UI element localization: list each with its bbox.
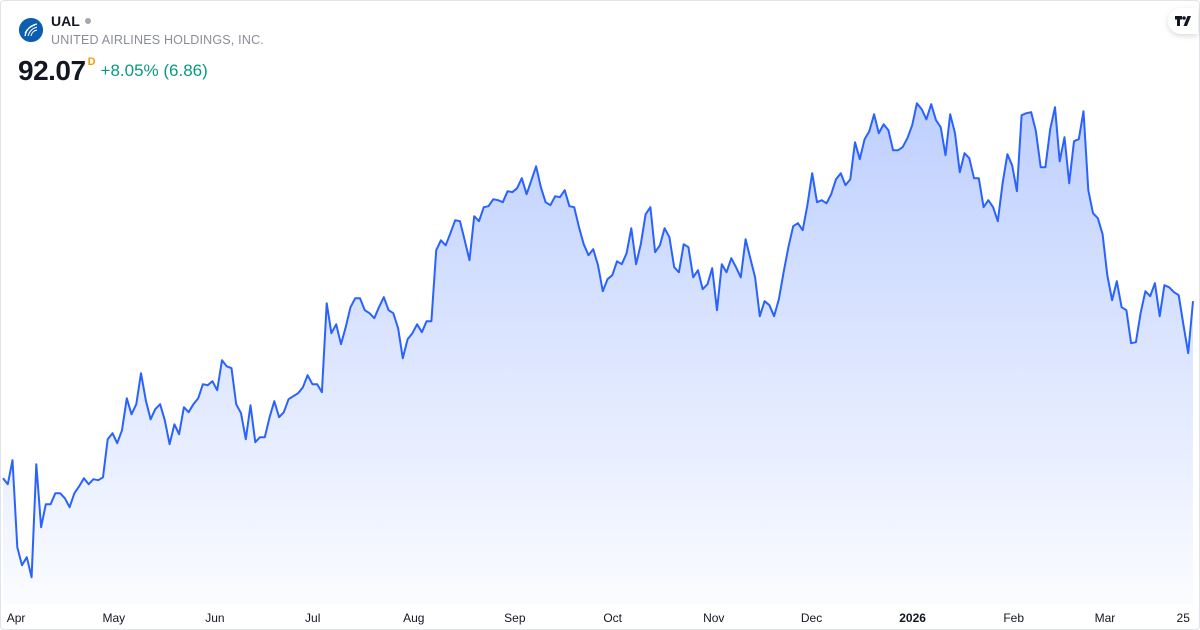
symbol-ticker[interactable]: UAL [51, 13, 91, 29]
x-tick-label: Apr [7, 611, 26, 625]
market-status-dot [84, 18, 91, 24]
x-tick-label: Aug [403, 611, 424, 625]
price-area-fill [3, 103, 1193, 605]
x-tick-label: Nov [703, 611, 724, 625]
price-row: 92.07 D +8.05% (6.86) [18, 55, 208, 87]
tradingview-logo[interactable] [1168, 8, 1198, 34]
x-tick-label: Jun [205, 611, 224, 625]
x-axis: Apr May Jun Jul Aug Sep Oct Nov Dec 2026 Feb Mar 25 [7, 611, 1191, 625]
x-tick-label: Oct [603, 611, 622, 625]
ticker-text: UAL [51, 13, 80, 29]
x-tick-label: Sep [504, 611, 526, 625]
price-type-badge: D [87, 56, 96, 68]
company-name: UNITED AIRLINES HOLDINGS, INC. [51, 33, 264, 47]
x-tick-label: Dec [801, 611, 822, 625]
tradingview-logo-icon [1175, 16, 1191, 26]
x-tick-label: May [103, 611, 126, 625]
x-tick-label: Jul [305, 611, 320, 625]
x-tick-label: 25 [1177, 611, 1191, 625]
last-price: 92.07 [18, 55, 86, 86]
price-change: +8.05% (6.86) [100, 61, 208, 80]
x-tick-label: Feb [1003, 611, 1024, 625]
x-tick-label: 2026 [899, 611, 926, 625]
x-tick-label: Mar [1095, 611, 1116, 625]
united-airlines-globe-icon [19, 18, 43, 42]
price-line [2, 102, 1194, 579]
